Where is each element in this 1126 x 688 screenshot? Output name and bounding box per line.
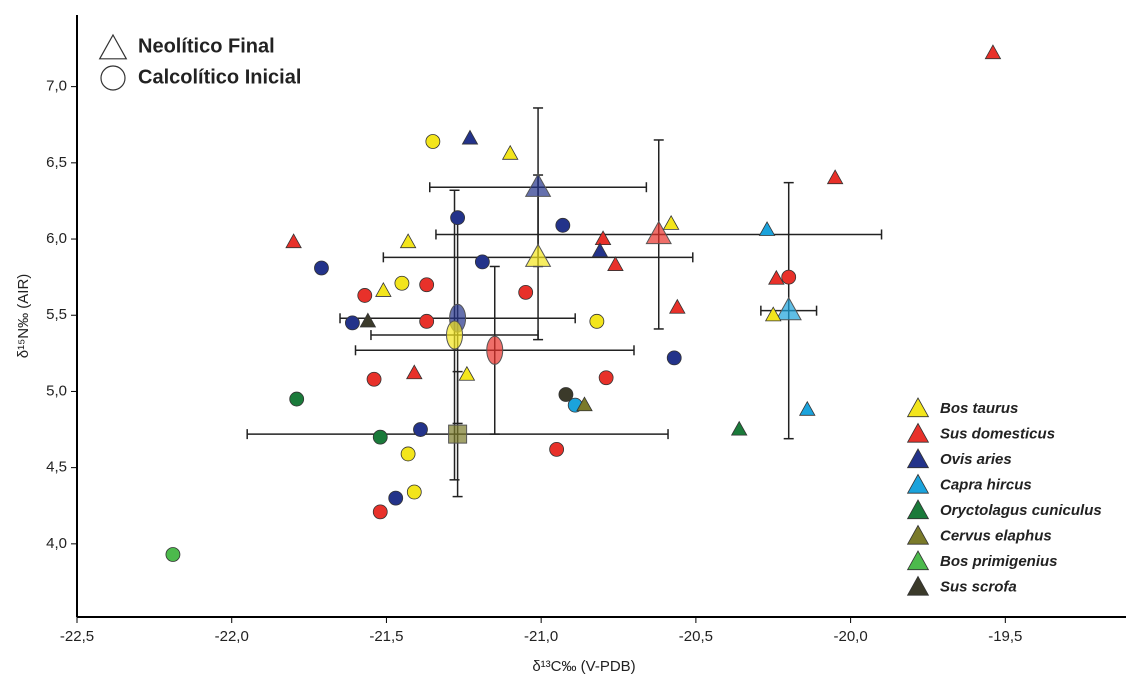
point (375, 282, 392, 297)
y-tick-label: 6,0 (46, 230, 67, 247)
x-tick-label: -20,0 (833, 628, 867, 645)
point (730, 420, 748, 436)
y-tick-label: 5,5 (46, 306, 67, 323)
point (662, 214, 680, 230)
y-tick-label: 4,0 (46, 535, 67, 552)
point (518, 284, 534, 300)
legend-label: Bos primigenius (940, 553, 1058, 570)
point (419, 277, 435, 293)
point (285, 233, 302, 249)
y-tick-label: 4,5 (46, 459, 67, 476)
shape-legend-swatch (100, 65, 126, 91)
point (372, 504, 388, 520)
point (406, 364, 423, 380)
point (591, 242, 609, 258)
point (314, 260, 329, 276)
point (768, 269, 785, 285)
mean-marker (775, 296, 802, 321)
point (413, 422, 428, 437)
legend-label: Sus scrofa (940, 578, 1017, 595)
point (289, 391, 305, 407)
point (399, 233, 417, 249)
x-tick-label: -20,5 (679, 628, 713, 645)
x-tick-label: -21,0 (524, 628, 558, 645)
legend-label: Capra hircus (940, 476, 1032, 493)
point (576, 396, 593, 412)
point (589, 313, 605, 329)
point (450, 210, 466, 226)
point (406, 484, 422, 500)
legend-swatch (906, 499, 930, 520)
legend-label: Cervus elaphus (940, 527, 1052, 544)
legend-swatch (906, 473, 930, 494)
point (984, 44, 1002, 60)
mean-marker (524, 173, 552, 197)
point (826, 169, 844, 185)
point (669, 298, 686, 314)
mean-marker (446, 320, 464, 350)
x-tick-label: -22,5 (60, 628, 94, 645)
y-tick-label: 7,0 (46, 78, 67, 95)
point (394, 275, 410, 291)
point (598, 370, 614, 386)
x-axis-title: δ¹³C‰ (V-PDB) (532, 658, 635, 675)
point (357, 288, 373, 303)
legend-swatch (906, 575, 930, 596)
legend-label: Sus domesticus (940, 425, 1055, 442)
point (758, 221, 776, 236)
mean-marker (448, 424, 468, 444)
shape-legend-label: Neolítico Final (138, 35, 275, 57)
point (419, 313, 435, 329)
point (555, 217, 571, 233)
point (388, 490, 404, 506)
point (558, 387, 574, 402)
legend-swatch (906, 550, 930, 571)
legend-label: Bos taurus (940, 400, 1018, 417)
legend-swatch (906, 448, 930, 469)
shape-legend-label: Calcolítico Inicial (138, 66, 301, 88)
point (359, 312, 377, 328)
legend-swatch (906, 397, 930, 418)
mean-marker (524, 243, 552, 267)
legend-swatch (906, 524, 930, 545)
point (458, 365, 476, 381)
point (366, 371, 382, 387)
point (400, 446, 416, 462)
x-tick-label: -22,0 (215, 628, 249, 645)
legend-label: Oryctolagus cuniculus (940, 502, 1102, 519)
mean-marker (645, 220, 672, 245)
point (798, 400, 816, 416)
mean-marker (486, 335, 504, 365)
legend-label: Ovis aries (940, 451, 1012, 468)
y-axis-title: δ¹⁵N‰ (AIR) (15, 274, 32, 359)
point (165, 547, 181, 562)
point (461, 129, 479, 145)
point (781, 269, 797, 285)
x-tick-label: -19,5 (988, 628, 1022, 645)
point (425, 134, 441, 149)
shape-legend-swatch (98, 33, 128, 60)
point (764, 306, 782, 322)
x-tick-label: -21,5 (369, 628, 403, 645)
point (666, 350, 682, 366)
point (594, 230, 612, 246)
y-tick-label: 5,0 (46, 382, 67, 399)
point (549, 441, 565, 457)
point (345, 315, 360, 331)
point (372, 429, 388, 445)
point (474, 254, 490, 270)
point (501, 144, 519, 160)
legend-swatch (906, 422, 930, 443)
y-tick-label: 6,5 (46, 154, 67, 171)
point (607, 256, 624, 271)
